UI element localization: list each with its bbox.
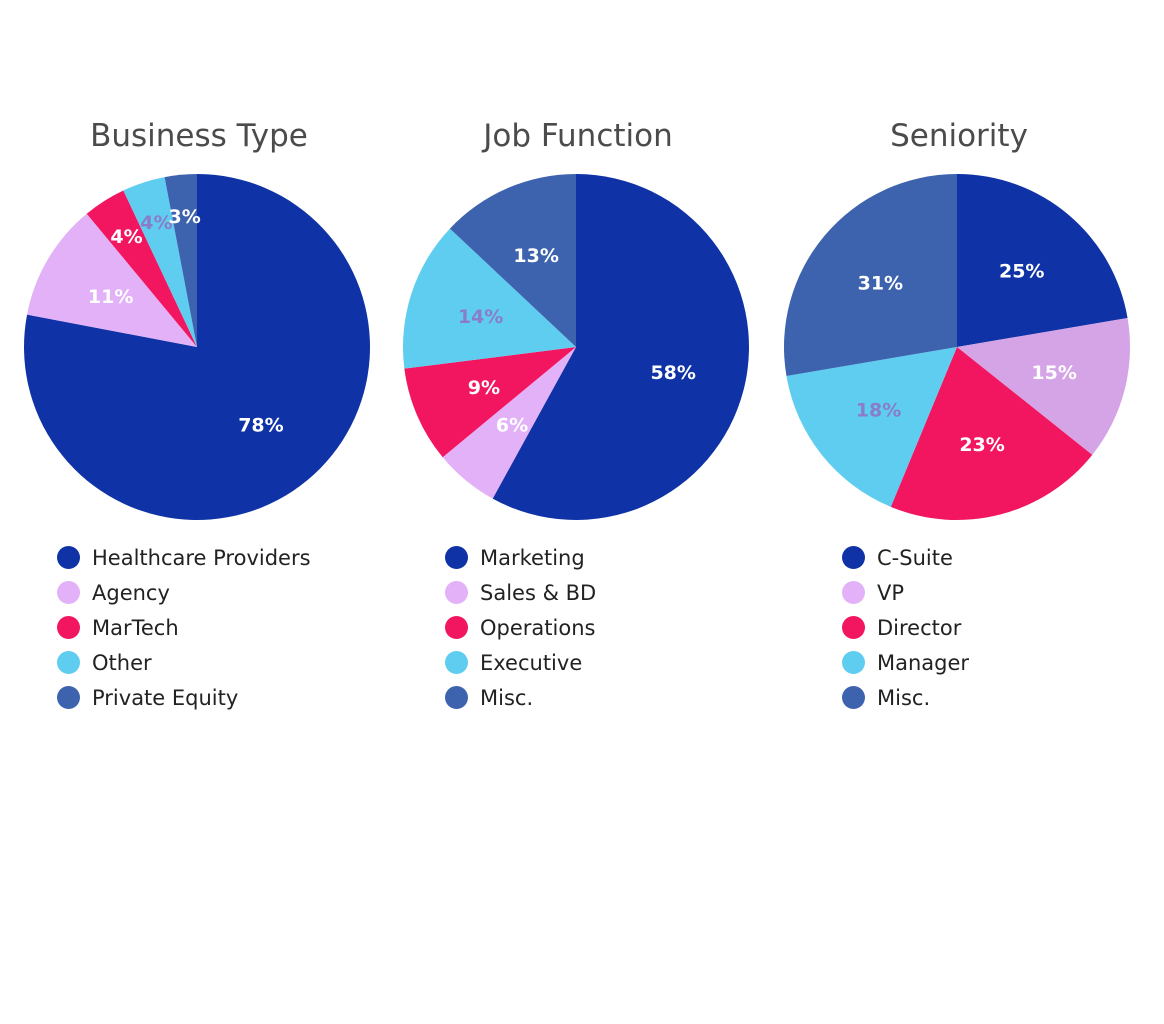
legend-item: C-Suite bbox=[842, 540, 969, 575]
legend-swatch-icon bbox=[842, 546, 865, 569]
legend-label: VP bbox=[877, 580, 905, 605]
legend-swatch-icon bbox=[445, 546, 468, 569]
legend-item: Director bbox=[842, 610, 969, 645]
legend-label: Sales & BD bbox=[480, 580, 597, 605]
legend-label: Director bbox=[877, 615, 962, 640]
slice-data-label: 78% bbox=[238, 414, 283, 436]
slice-data-label: 4% bbox=[110, 226, 142, 248]
legend-item: Misc. bbox=[445, 680, 596, 715]
pie-slice-agency bbox=[27, 213, 198, 347]
legend-swatch-icon bbox=[445, 581, 468, 604]
legend-swatch-icon bbox=[57, 651, 80, 674]
legend-label: Marketing bbox=[480, 545, 585, 570]
slice-data-label: 31% bbox=[858, 272, 903, 294]
legend-item: Manager bbox=[842, 645, 969, 680]
legend-label: C-Suite bbox=[877, 545, 953, 570]
legend-swatch-icon bbox=[445, 616, 468, 639]
pie-slice-sales-bd bbox=[442, 347, 576, 499]
chart-title: Seniority bbox=[890, 118, 1028, 154]
slice-data-label: 4% bbox=[140, 212, 172, 234]
legend-item: Other bbox=[57, 645, 311, 680]
slice-data-label: 9% bbox=[468, 377, 500, 399]
legend-swatch-icon bbox=[57, 581, 80, 604]
chart-title: Job Function bbox=[483, 118, 673, 154]
chart-business-type: Business Type 78% 11% 4% 4% 3% Healthcare Pr… bbox=[5, 0, 393, 1024]
legend-label: Operations bbox=[480, 615, 596, 640]
legend-swatch-icon bbox=[57, 616, 80, 639]
legend-swatch-icon bbox=[842, 616, 865, 639]
pie-slice-c-suite bbox=[957, 174, 1128, 347]
chart-seniority: Seniority 25% 15% 23% 18% 31% C-Suite VP Direc… bbox=[765, 0, 1153, 1024]
slice-data-label: 13% bbox=[513, 245, 558, 267]
pie-slice-misc- bbox=[449, 174, 576, 347]
legend-label: Executive bbox=[480, 650, 583, 675]
chart-title: Business Type bbox=[90, 118, 308, 154]
pie-slice-executive bbox=[403, 228, 576, 369]
legend-item: Executive bbox=[445, 645, 596, 680]
legend-label: Manager bbox=[877, 650, 970, 675]
legend-swatch-icon bbox=[57, 686, 80, 709]
pie-slice-private-equity bbox=[164, 174, 197, 347]
legend-swatch-icon bbox=[842, 686, 865, 709]
legend-item: Agency bbox=[57, 575, 311, 610]
legend-item: Private Equity bbox=[57, 680, 311, 715]
legend-item: Marketing bbox=[445, 540, 596, 575]
legend-swatch-icon bbox=[842, 651, 865, 674]
pie-slice-martech bbox=[86, 190, 197, 347]
legend-swatch-icon bbox=[445, 686, 468, 709]
pie-slice-misc- bbox=[784, 174, 957, 376]
chart-job-function: Job Function 58% 6% 9% 14% 13% Marketing Sale… bbox=[384, 0, 772, 1024]
legend-label: Private Equity bbox=[92, 685, 239, 710]
legend-item: Misc. bbox=[842, 680, 969, 715]
slice-data-label: 23% bbox=[959, 434, 1004, 456]
slice-data-label: 25% bbox=[999, 260, 1044, 282]
legend-item: MarTech bbox=[57, 610, 311, 645]
pie-slice-operations bbox=[404, 347, 576, 458]
pie-slice-other bbox=[123, 177, 197, 347]
legend-item: Operations bbox=[445, 610, 596, 645]
slice-data-label: 18% bbox=[856, 400, 901, 422]
legend: C-Suite VP Director Manager Misc. bbox=[842, 540, 969, 715]
legend-label: Healthcare Providers bbox=[92, 545, 311, 570]
pie-chart: 25% 15% 23% 18% 31% bbox=[784, 174, 1130, 520]
legend-item: VP bbox=[842, 575, 969, 610]
legend-swatch-icon bbox=[445, 651, 468, 674]
legend: Healthcare Providers Agency MarTech Other Pr… bbox=[57, 540, 311, 715]
legend-swatch-icon bbox=[57, 546, 80, 569]
pie-chart: 78%11%4%4%3% bbox=[24, 174, 371, 520]
slice-data-label: 3% bbox=[168, 206, 200, 228]
legend-item: Healthcare Providers bbox=[57, 540, 311, 575]
legend-label: MarTech bbox=[92, 615, 179, 640]
pie-chart: 58% 6% 9% 14% 13% bbox=[403, 174, 749, 520]
legend-label: Agency bbox=[92, 580, 170, 605]
slice-data-label: 6% bbox=[496, 414, 528, 436]
pie-slice-director bbox=[890, 347, 1093, 520]
slice-data-label: 11% bbox=[88, 286, 133, 308]
legend-item: Sales & BD bbox=[445, 575, 596, 610]
slice-data-label: 58% bbox=[650, 362, 695, 384]
slice-data-label: 15% bbox=[1031, 362, 1076, 384]
legend-label: Other bbox=[92, 650, 152, 675]
pie-slice-manager bbox=[786, 347, 957, 507]
legend: Marketing Sales & BD Operations Executive Mi… bbox=[445, 540, 596, 715]
legend-swatch-icon bbox=[842, 581, 865, 604]
legend-label: Misc. bbox=[480, 685, 534, 710]
slice-data-label: 14% bbox=[458, 306, 503, 328]
pie-slice-vp bbox=[957, 318, 1130, 455]
pie-slice-marketing bbox=[492, 174, 749, 520]
legend-label: Misc. bbox=[877, 685, 931, 710]
